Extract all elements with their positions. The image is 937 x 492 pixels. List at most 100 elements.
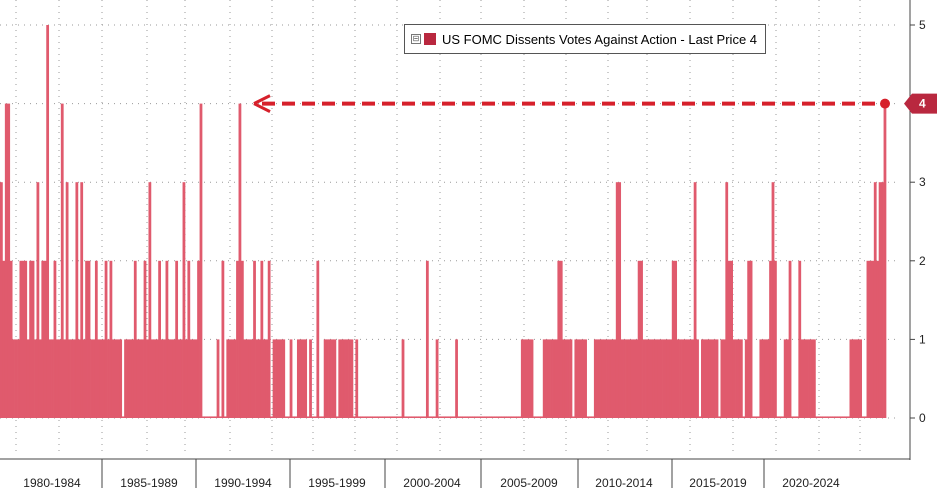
bar bbox=[778, 416, 782, 418]
bar bbox=[97, 339, 101, 418]
bar bbox=[240, 260, 244, 418]
bar bbox=[387, 416, 390, 418]
bar bbox=[774, 260, 777, 418]
bar bbox=[104, 260, 108, 418]
bar bbox=[688, 339, 692, 418]
bar bbox=[589, 416, 592, 418]
bar bbox=[406, 416, 410, 418]
bar bbox=[671, 260, 675, 418]
bar bbox=[408, 416, 412, 418]
bar bbox=[260, 260, 264, 418]
bar bbox=[41, 260, 45, 418]
bar bbox=[528, 339, 531, 418]
bar bbox=[391, 416, 395, 418]
bar bbox=[245, 339, 249, 418]
bar bbox=[579, 339, 583, 418]
bar bbox=[21, 260, 25, 418]
bar bbox=[418, 416, 422, 418]
bar bbox=[443, 416, 446, 418]
bar bbox=[55, 339, 59, 418]
bar bbox=[51, 339, 54, 418]
bar bbox=[296, 339, 300, 418]
bar bbox=[384, 416, 388, 418]
bar bbox=[693, 182, 697, 418]
bar bbox=[394, 416, 398, 418]
bar bbox=[754, 416, 758, 418]
legend[interactable]: ⊟ US FOMC Dissents Votes Against Action … bbox=[404, 24, 767, 54]
bar bbox=[608, 339, 612, 418]
bar bbox=[292, 416, 295, 418]
bar bbox=[197, 260, 200, 418]
bar bbox=[77, 339, 81, 418]
bar bbox=[219, 416, 222, 418]
y-tick-label: 0 bbox=[919, 411, 926, 425]
bar bbox=[87, 260, 91, 418]
bar bbox=[576, 339, 580, 418]
bar bbox=[214, 416, 217, 418]
bar bbox=[58, 339, 62, 418]
bar bbox=[63, 339, 67, 418]
bar bbox=[703, 339, 707, 418]
bar bbox=[623, 339, 626, 418]
bar bbox=[520, 339, 524, 418]
bar bbox=[243, 339, 247, 418]
bar bbox=[70, 339, 74, 418]
bar bbox=[331, 339, 334, 418]
bar bbox=[326, 339, 329, 418]
bar bbox=[335, 416, 339, 418]
x-tick-label: 2010-2014 bbox=[595, 476, 653, 490]
bar bbox=[184, 339, 188, 418]
bar bbox=[467, 416, 471, 418]
bar bbox=[469, 416, 473, 418]
bar bbox=[65, 182, 69, 418]
bar bbox=[311, 416, 315, 418]
bar bbox=[377, 416, 381, 418]
bar bbox=[674, 260, 678, 418]
legend-toggle-icon[interactable]: ⊟ bbox=[411, 34, 421, 44]
bar bbox=[613, 339, 617, 418]
bar bbox=[248, 339, 252, 418]
bar bbox=[367, 416, 371, 418]
bar bbox=[815, 416, 819, 418]
bar bbox=[727, 260, 731, 418]
bar bbox=[722, 339, 726, 418]
legend-swatch bbox=[424, 33, 436, 45]
bar bbox=[279, 339, 283, 418]
bar bbox=[686, 339, 690, 418]
bar bbox=[350, 339, 354, 418]
bar bbox=[649, 339, 653, 418]
bar bbox=[80, 182, 84, 418]
bar bbox=[141, 339, 144, 418]
bar bbox=[822, 416, 826, 418]
bar bbox=[289, 339, 293, 418]
bar bbox=[119, 339, 123, 418]
bar bbox=[99, 339, 103, 418]
bar bbox=[433, 416, 437, 418]
bar bbox=[328, 339, 332, 418]
bar bbox=[705, 339, 709, 418]
bar bbox=[343, 339, 346, 418]
bar bbox=[438, 416, 441, 418]
bar bbox=[866, 260, 870, 418]
x-tick-label: 2005-2009 bbox=[500, 476, 558, 490]
bar bbox=[598, 339, 602, 418]
bar-layer bbox=[0, 25, 887, 418]
bar bbox=[523, 339, 527, 418]
bar bbox=[662, 339, 665, 418]
bar bbox=[501, 416, 505, 418]
bar bbox=[827, 416, 831, 418]
bar bbox=[416, 416, 420, 418]
bar bbox=[593, 339, 597, 418]
annotation-arrowhead-icon bbox=[253, 94, 271, 113]
y-tick-label: 1 bbox=[919, 332, 926, 346]
bar bbox=[494, 416, 497, 418]
bar bbox=[710, 339, 714, 418]
bar bbox=[209, 416, 213, 418]
bar bbox=[491, 416, 495, 418]
bar bbox=[808, 339, 811, 418]
bar bbox=[732, 339, 736, 418]
bar bbox=[786, 339, 789, 418]
bar bbox=[513, 416, 517, 418]
bar bbox=[362, 416, 366, 418]
